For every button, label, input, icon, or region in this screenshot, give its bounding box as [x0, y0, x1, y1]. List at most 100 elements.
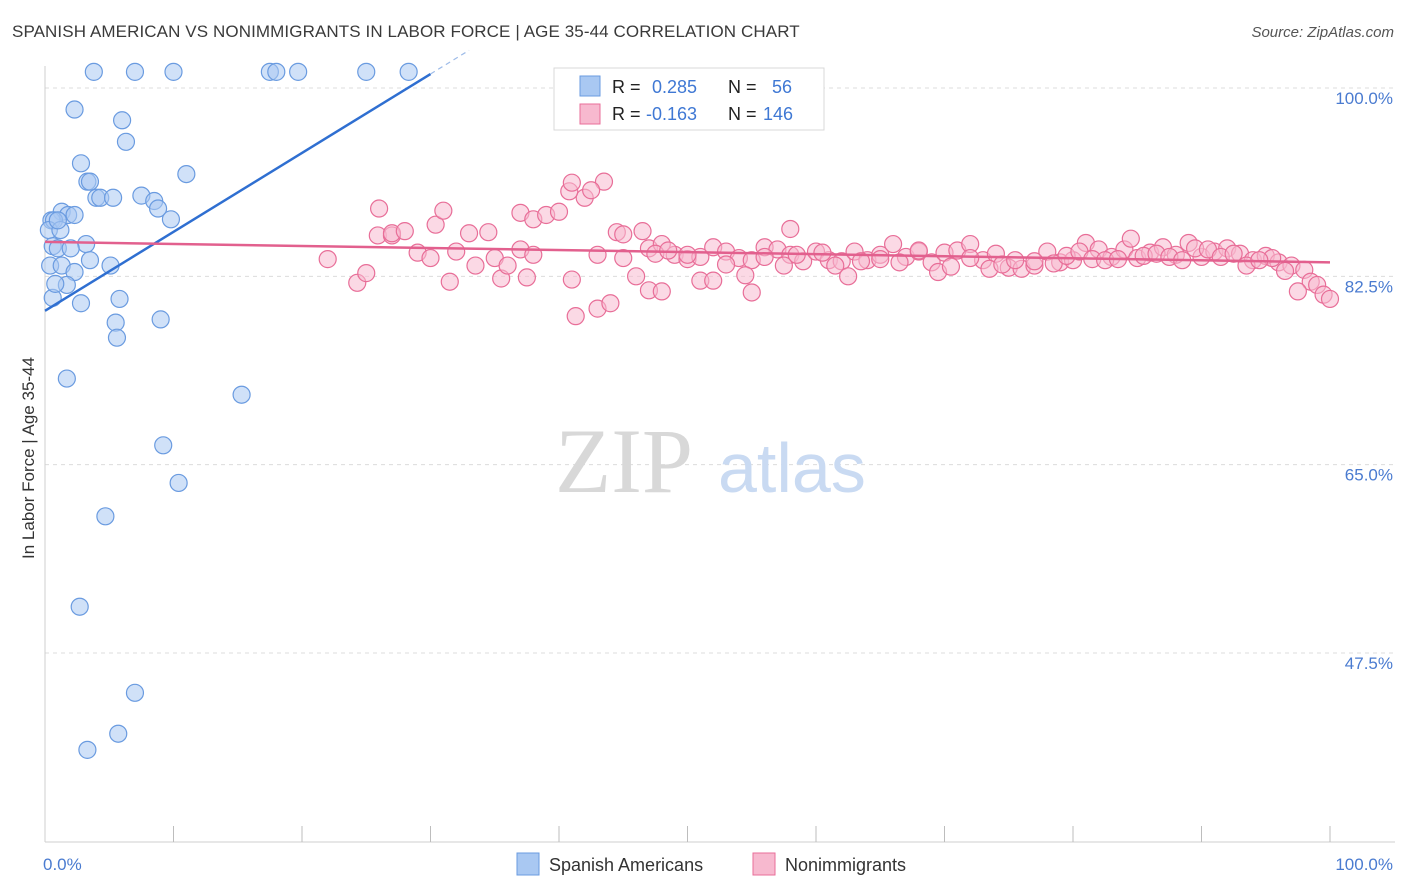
watermark-atlas: atlas: [718, 429, 866, 507]
nonimmigrant-point-88: [466, 256, 485, 275]
trend-line-0: [44, 72, 432, 312]
nonimmigrant-point-109: [826, 256, 845, 275]
spanish-point-20: [148, 199, 168, 218]
legend-n-value-0: 56: [772, 77, 792, 97]
spanish-point-43: [106, 313, 125, 332]
legend-r-value-1: -0.163: [646, 104, 697, 124]
nonimmigrant-point-97: [633, 222, 652, 241]
nonimmigrant-point-8: [549, 202, 569, 221]
nonimmigrant-point-128: [1121, 229, 1140, 248]
nonimmigrant-point-4: [459, 224, 479, 243]
nonimmigrant-point-96: [614, 225, 633, 244]
nonimmigrant-point-82: [357, 264, 376, 283]
nonimmigrant-point-85: [395, 222, 414, 241]
spanish-point-11: [71, 154, 91, 173]
spanish-point-40: [110, 289, 129, 309]
spanish-point-14: [80, 172, 100, 191]
legend-n-value-1: 146: [763, 104, 793, 124]
x-tick-label-0: 0.0%: [43, 855, 82, 874]
nonimmigrant-point-83: [370, 199, 389, 218]
nonimmigrant-point-12: [588, 245, 607, 264]
nonimmigrant-point-19: [582, 181, 601, 200]
grid-lines: [45, 87, 1395, 654]
legend-label-spanish-americans: Spanish Americans: [549, 855, 703, 875]
nonimmigrant-point-92: [562, 270, 581, 289]
nonimmigrant-point-111: [851, 252, 871, 271]
spanish-point-44: [107, 328, 127, 347]
spanish-point-45: [57, 369, 76, 388]
spanish-point-2: [164, 62, 183, 81]
spanish-point-30: [77, 234, 96, 254]
nonimmigrant-point-78: [1275, 261, 1295, 281]
spanish-point-4: [267, 62, 286, 81]
spanish-point-54: [46, 274, 65, 293]
nonimmigrant-point-116: [941, 257, 961, 276]
nonimmigrant-point-145: [781, 219, 800, 239]
nonimmigrant-point-90: [498, 256, 517, 275]
nonimmigrant-point-0: [426, 215, 445, 234]
nonimmigrant-point-112: [871, 250, 890, 269]
spanish-point-10: [116, 132, 136, 151]
nonimmigrant-point-93: [566, 307, 585, 326]
spanish-point-46: [232, 385, 251, 404]
legend-n-label-1: N =: [728, 104, 757, 124]
nonimmigrant-point-18: [562, 173, 581, 192]
legend-swatch-nonimmigrants: [752, 852, 776, 876]
chart-title: SPANISH AMERICAN VS NONIMMIGRANTS IN LAB…: [12, 22, 800, 41]
nonimmigrant-point-20: [626, 267, 646, 286]
spanish-point-47: [154, 436, 173, 455]
nonimmigrant-point-77: [1288, 282, 1307, 301]
spanish-point-5: [289, 62, 308, 81]
spanish-point-50: [70, 597, 89, 616]
nonimmigrant-point-40: [883, 234, 903, 254]
spanish-point-52: [109, 724, 128, 743]
series-spanish-americans: [39, 62, 418, 759]
legend-r-value-0: 0.285: [652, 77, 697, 97]
series-legend: Spanish Americans Nonimmigrants: [516, 852, 906, 876]
spanish-point-42: [151, 310, 170, 329]
nonimmigrant-point-13: [614, 248, 633, 268]
nonimmigrant-point-113: [890, 253, 909, 272]
y-tick-label-0: 100.0%: [1335, 89, 1393, 108]
nonimmigrant-point-103: [716, 255, 736, 274]
nonimmigrant-point-117: [961, 248, 980, 268]
nonimmigrant-point-16: [594, 172, 614, 191]
nonimmigrant-point-104: [736, 266, 755, 285]
spanish-point-12: [177, 164, 196, 184]
spanish-point-23: [65, 205, 84, 225]
y-tick-label-1: 82.5%: [1345, 277, 1393, 296]
spanish-point-9: [112, 111, 132, 130]
nonimmigrant-point-139: [742, 283, 761, 302]
axes: [44, 66, 1395, 843]
nonimmigrant-point-110: [839, 267, 858, 286]
spanish-point-35: [80, 251, 100, 270]
nonimmigrant-point-106: [774, 256, 793, 275]
trend-line-1: [44, 240, 1331, 264]
legend-swatch-pink: [579, 103, 601, 125]
spanish-point-8: [65, 100, 84, 119]
legend-swatch-blue: [579, 75, 601, 97]
nonimmigrant-point-121: [1025, 252, 1044, 271]
y-tick-label-3: 47.5%: [1345, 654, 1393, 673]
nonimmigrant-point-3: [434, 201, 453, 220]
spanish-point-26: [161, 210, 181, 229]
y-tick-label-2: 65.0%: [1345, 466, 1393, 485]
chart-source: Source: ZipAtlas.com: [1251, 24, 1394, 41]
legend-swatch-spanish-americans: [516, 852, 540, 876]
nonimmigrant-point-144: [479, 223, 498, 242]
nonimmigrant-point-80: [318, 250, 337, 269]
spanish-point-41: [71, 294, 91, 313]
spanish-point-6: [357, 62, 376, 81]
nonimmigrant-point-136: [1224, 244, 1243, 263]
trend-line-extension-0: [430, 49, 470, 75]
nonimmigrant-point-143: [447, 242, 466, 261]
nonimmigrant-point-87: [440, 272, 459, 291]
y-axis-label: In Labor Force | Age 35-44: [19, 357, 38, 559]
stats-legend: R = 0.285 N = 56 R = -0.163 N = 146: [553, 67, 825, 131]
trend-lines: [44, 49, 1331, 312]
spanish-point-48: [169, 473, 188, 493]
spanish-point-0: [84, 62, 103, 81]
spanish-point-55: [48, 211, 67, 230]
legend-n-label-0: N =: [728, 77, 757, 97]
